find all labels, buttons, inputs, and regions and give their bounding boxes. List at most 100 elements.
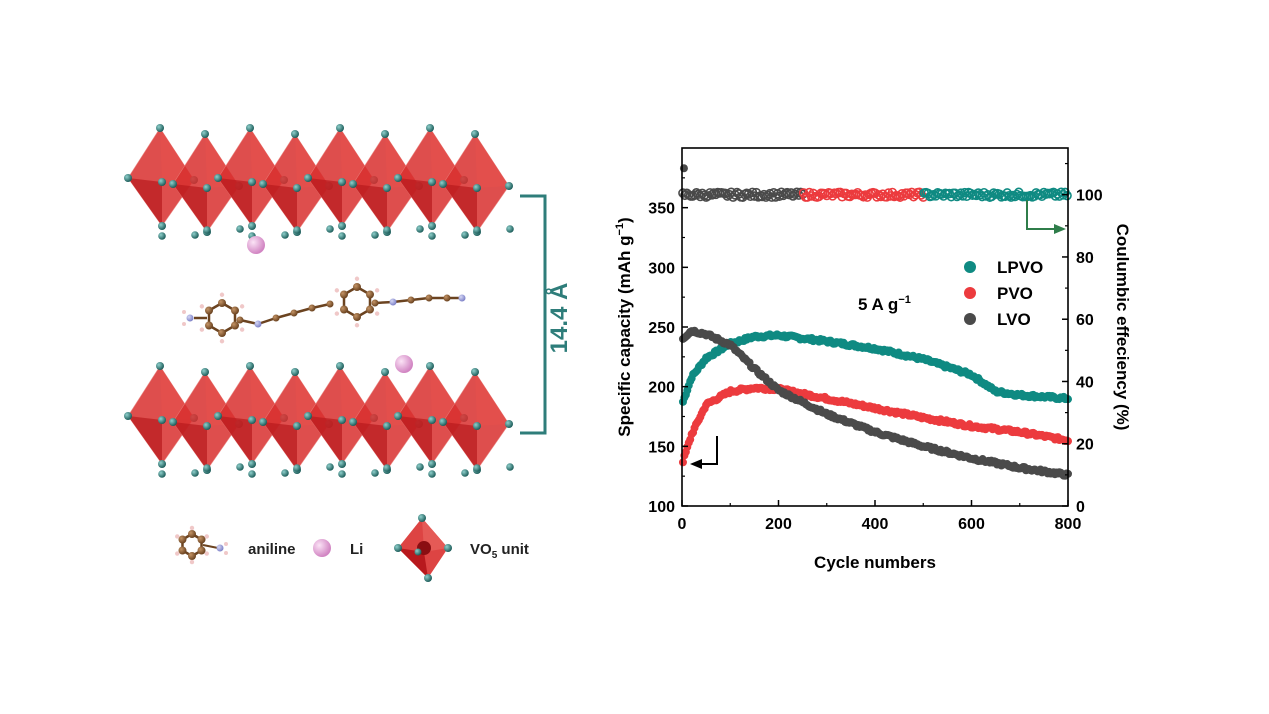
left-y-tick-label: 300: [648, 260, 675, 277]
left-axis-pointer-arrow: [690, 436, 718, 469]
hydrogen-atom: [199, 304, 205, 309]
vo5-layer-bottom: [124, 362, 514, 478]
vanadium-atom: [426, 124, 434, 132]
carbon-atom: [340, 305, 349, 314]
vanadium-atom: [158, 222, 166, 230]
octahedron-face: [218, 178, 252, 226]
legend-label-lpvo: LPVO: [997, 258, 1043, 277]
oxygen-atom: [428, 232, 436, 240]
ce-series-lvo: [678, 187, 808, 202]
ce-series-lpvo: [919, 187, 1072, 202]
left-y-tick-label: 350: [648, 201, 675, 218]
carbon-atom: [188, 552, 196, 560]
carbon-atom: [425, 294, 433, 302]
vanadium-atom: [349, 418, 357, 426]
oxygen-atom: [191, 231, 199, 239]
hydrogen-atom: [219, 292, 225, 297]
right-y-tick-label: 100: [1076, 188, 1103, 205]
chart-legend: LPVO PVO LVO: [964, 258, 1043, 329]
right-y-tick-label: 80: [1076, 250, 1094, 267]
oxygen-atom: [338, 232, 346, 240]
plot-data: [678, 164, 1072, 480]
vanadium-atom: [259, 180, 267, 188]
vanadium-atom: [426, 362, 434, 370]
aniline-legend-label: aniline: [248, 541, 296, 558]
carbon-atom: [205, 321, 214, 330]
right-y-axis-label: Coulumbic effeciency (%): [1113, 224, 1132, 431]
carbon-atom: [326, 300, 334, 308]
vanadium-atom: [439, 180, 447, 188]
oxygen-atom: [326, 463, 334, 471]
nitrogen-atom: [458, 294, 466, 302]
vanadium-atom: [248, 416, 256, 424]
oxygen-atom: [371, 469, 379, 477]
nitrogen-atom: [254, 320, 262, 328]
nitrogen-atom: [186, 314, 194, 322]
oxygen-atom: [248, 470, 256, 478]
cycling-chart: 0 200 400 600 800 100 150 200 250 300 350 0 20 40 60 80…: [614, 147, 1132, 572]
right-y-tick-label: 60: [1076, 312, 1094, 329]
bond: [202, 544, 219, 549]
carbon-atom: [230, 321, 239, 330]
x-tick-label: 400: [862, 516, 889, 533]
ce-point: [858, 191, 869, 202]
carbon-atom: [371, 299, 379, 307]
hydrogen-atom: [224, 542, 228, 546]
vanadium-atom: [338, 222, 346, 230]
vanadium-atom: [291, 130, 299, 138]
carbon-atom: [365, 305, 374, 314]
oxygen-atom: [461, 231, 469, 239]
li-legend-icon: [313, 539, 331, 557]
carbon-atom: [353, 283, 361, 291]
carbon-atom: [340, 290, 349, 299]
x-tick-label: 200: [765, 516, 792, 533]
vanadium-atom: [169, 180, 177, 188]
vanadium-atom: [439, 418, 447, 426]
octahedron-face: [173, 184, 207, 232]
vanadium-atom: [428, 178, 436, 186]
oxygen-atom: [281, 231, 289, 239]
carbon-atom: [178, 546, 187, 555]
vanadium-atom: [349, 180, 357, 188]
carbon-atom: [218, 299, 226, 307]
vanadium-atom: [248, 178, 256, 186]
octahedron-face: [308, 416, 342, 464]
vanadium-atom: [248, 222, 256, 230]
vanadium-atom: [471, 368, 479, 376]
nitrogen-atom: [216, 544, 224, 552]
hydrogen-atom: [199, 327, 205, 332]
interlayer-bracket: [520, 194, 547, 435]
vanadium-atom: [381, 368, 389, 376]
hydrogen-atom: [182, 322, 186, 326]
vanadium-atom: [505, 420, 513, 428]
ce-point: [1062, 190, 1072, 201]
legend-label-lvo: LVO: [997, 310, 1031, 329]
oxygen-atom: [383, 464, 391, 472]
vanadium-atom: [158, 416, 166, 424]
hydrogen-atom: [224, 551, 228, 555]
carbon-atom: [365, 290, 374, 299]
octahedron-face: [218, 416, 252, 464]
vanadium-atom: [338, 178, 346, 186]
left-y-axis-label: Specific capacity (mAh g−1): [614, 217, 634, 436]
x-axis-label: Cycle numbers: [814, 553, 936, 572]
hydrogen-atom: [354, 276, 360, 281]
carbon-atom: [308, 304, 316, 312]
vanadium-atom: [259, 418, 267, 426]
octahedron-face: [308, 178, 342, 226]
octahedron-face: [263, 184, 297, 232]
oxygen-atom: [473, 464, 481, 472]
oxygen-atom: [293, 464, 301, 472]
carbon-atom: [197, 546, 206, 555]
hydrogen-atom: [334, 311, 340, 316]
vanadium-atom: [201, 368, 209, 376]
carbon-atom: [407, 296, 415, 304]
x-tick-label: 0: [678, 516, 687, 533]
carbon-atom: [197, 535, 206, 544]
oxygen-atom: [416, 225, 424, 233]
vanadium-atom: [246, 124, 254, 132]
data-point: [678, 458, 687, 467]
vanadium-atom: [293, 184, 301, 192]
oxygen-atom: [383, 226, 391, 234]
vo5-layer-top: [124, 124, 514, 240]
